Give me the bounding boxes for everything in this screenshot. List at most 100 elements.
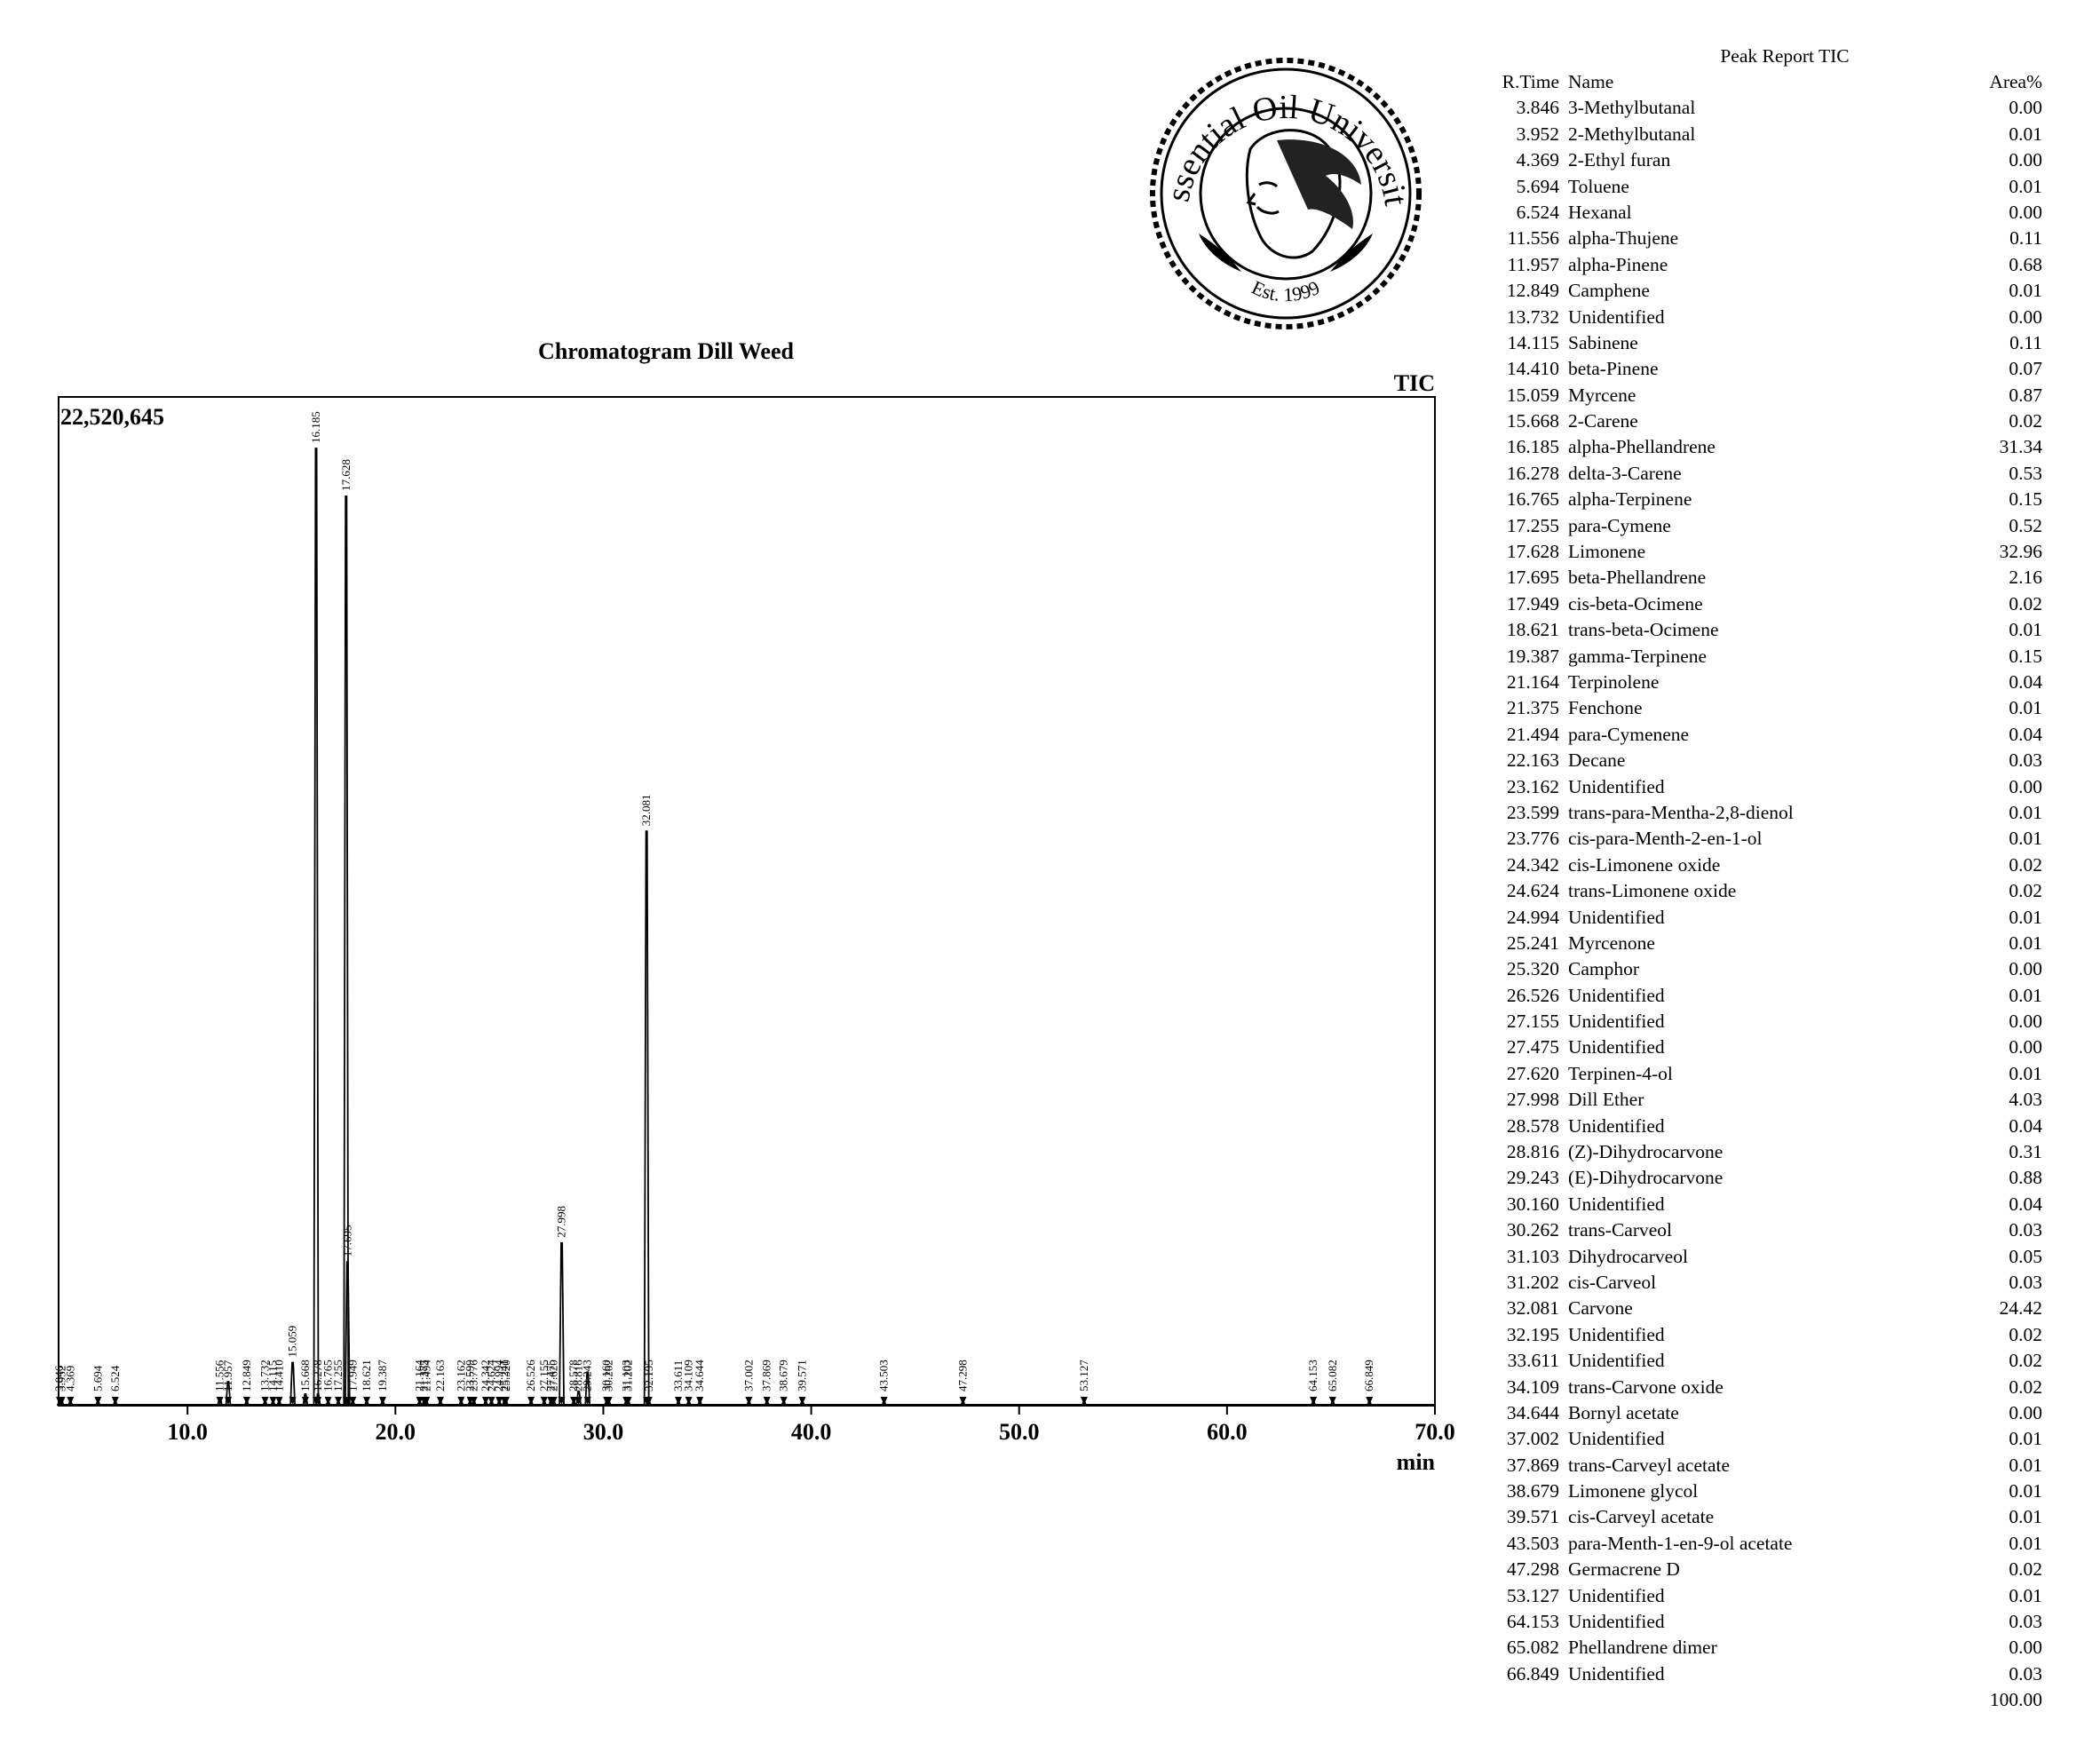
row-name: para-Cymenene (1568, 723, 1690, 745)
peak-report-row: 17.255 para-Cymene 0.52 (1474, 513, 2042, 539)
peak-rt-label: 14.115 (266, 1360, 280, 1391)
x-tick-label: 40.0 (791, 1419, 832, 1445)
peak-marker (570, 1397, 578, 1405)
row-rtime: 30.262 (1506, 1219, 1559, 1241)
row-name: Camphor (1568, 958, 1640, 980)
peak-marker (58, 1397, 66, 1405)
row-area: 0.68 (2009, 253, 2042, 275)
peak-marker (798, 1397, 806, 1405)
total-area: 100.00 (1989, 1689, 2042, 1711)
peak (559, 1241, 565, 1407)
row-area: 0.02 (2009, 1558, 2042, 1581)
peak-marker (645, 1397, 653, 1405)
peak-rt-label: 28.578 (567, 1360, 580, 1391)
row-name: (E)-Dihydrocarvone (1568, 1167, 1724, 1189)
row-name: Unidentified (1568, 1323, 1665, 1345)
row-area: 0.31 (2009, 1141, 2042, 1163)
peak-marker (959, 1397, 967, 1405)
logo-face-illustration (1245, 129, 1361, 259)
row-area: 32.96 (1999, 541, 2042, 563)
row-name: beta-Phellandrene (1568, 567, 1707, 589)
peak-report-row: 22.163 Decane 0.03 (1474, 748, 2042, 773)
row-name: cis-Carveyl acetate (1568, 1506, 1715, 1528)
row-area: 0.01 (2009, 828, 2042, 850)
row-area: 0.00 (2009, 1011, 2042, 1033)
row-rtime: 3.846 (1516, 97, 1559, 119)
peak-marker (685, 1397, 693, 1405)
peak-marker (780, 1397, 788, 1405)
peak-report-row: 29.243 (E)-Dihydrocarvone 0.88 (1474, 1165, 2042, 1191)
peak-marker (324, 1397, 332, 1405)
row-name: Fenchone (1568, 697, 1643, 719)
peak-report-row: 15.668 2-Carene 0.02 (1474, 408, 2042, 434)
row-area: 0.07 (2009, 358, 2042, 380)
row-name: trans-Carvone oxide (1568, 1375, 1724, 1398)
peak-marker (457, 1397, 465, 1405)
peak-report-row: 37.869 trans-Carveyl acetate 0.01 (1474, 1453, 2042, 1478)
peak-marker (1366, 1397, 1374, 1405)
peak-rt-label: 21.375 (416, 1360, 430, 1391)
peak-marker (696, 1397, 704, 1405)
row-name: alpha-Terpinene (1568, 488, 1692, 511)
row-rtime: 38.679 (1506, 1480, 1559, 1502)
peak-rt-label: 12.849 (240, 1360, 253, 1391)
row-rtime: 27.998 (1506, 1089, 1559, 1111)
row-name: alpha-Pinene (1568, 253, 1668, 275)
peak-rt-label: 34.109 (682, 1360, 695, 1391)
row-area: 0.00 (2009, 201, 2042, 223)
peak-marker (67, 1397, 75, 1405)
row-area: 31.34 (1999, 436, 2042, 458)
row-name: alpha-Phellandrene (1568, 436, 1716, 458)
peak-marker (527, 1397, 535, 1405)
peak (343, 495, 350, 1407)
row-name: Decane (1568, 749, 1626, 772)
row-area: 0.01 (2009, 1532, 2042, 1554)
row-name: Camphene (1568, 280, 1650, 302)
peak (643, 830, 650, 1407)
peak-markers (56, 1397, 1374, 1405)
peak-rt-label: 17.628 (339, 459, 353, 491)
peak-report-row: 25.241 Myrcenone 0.01 (1474, 931, 2042, 956)
row-name: Carvone (1568, 1297, 1633, 1320)
peak-marker (583, 1397, 591, 1405)
peak-report-row: 12.849 Camphene 0.01 (1474, 278, 2042, 304)
peak-report-row: 13.732 Unidentified 0.00 (1474, 305, 2042, 330)
peak-report-row: 4.369 2-Ethyl furan 0.00 (1474, 147, 2042, 173)
row-area: 0.00 (2009, 958, 2042, 980)
row-area: 0.00 (2009, 149, 2042, 171)
row-name: Unidentified (1568, 1036, 1665, 1058)
header-name: Name (1568, 71, 1614, 92)
row-name: trans-Carveyl acetate (1568, 1454, 1731, 1476)
peak-rt-label: 33.611 (671, 1360, 685, 1391)
peak-rt-label: 11.957 (221, 1360, 234, 1391)
peak-report-row: 23.599 trans-para-Mentha-2,8-dienol 0.01 (1474, 800, 2042, 826)
x-tick-label: 60.0 (1207, 1419, 1248, 1445)
row-rtime: 25.241 (1506, 931, 1559, 954)
peak-report-header: R.Time Name Area% (1474, 69, 2042, 95)
peak-marker (344, 1397, 352, 1405)
row-rtime: 24.624 (1506, 880, 1559, 902)
row-area: 0.53 (2009, 462, 2042, 484)
row-rtime: 17.255 (1506, 514, 1559, 536)
peak-rt-label: 6.524 (108, 1365, 122, 1391)
row-area: 0.01 (2009, 931, 2042, 954)
peak-report-row: 18.621 trans-beta-Ocimene 0.01 (1474, 617, 2042, 643)
peak-rt-label: 31.103 (619, 1360, 632, 1391)
row-name: Dill Ether (1568, 1089, 1644, 1111)
peak-rt-label: 18.621 (360, 1360, 373, 1391)
peak-marker (550, 1397, 558, 1405)
row-rtime: 27.620 (1506, 1062, 1559, 1084)
row-rtime: 26.526 (1506, 984, 1559, 1006)
row-rtime: 37.002 (1506, 1428, 1559, 1450)
peak-rt-label: 30.262 (602, 1360, 615, 1391)
peak-report-row: 34.109 trans-Carvone oxide 0.02 (1474, 1375, 2042, 1400)
header-rtime: R.Time (1502, 71, 1559, 92)
peak-rt-label: 14.410 (272, 1360, 285, 1391)
peak-report-row: 17.949 cis-beta-Ocimene 0.02 (1474, 591, 2042, 617)
peak-report-row: 27.475 Unidentified 0.00 (1474, 1035, 2042, 1060)
row-name: Myrcenone (1568, 931, 1655, 954)
row-name: para-Cymene (1568, 514, 1671, 536)
row-rtime: 39.571 (1506, 1506, 1559, 1528)
peak-rt-label: 24.342 (479, 1360, 492, 1391)
